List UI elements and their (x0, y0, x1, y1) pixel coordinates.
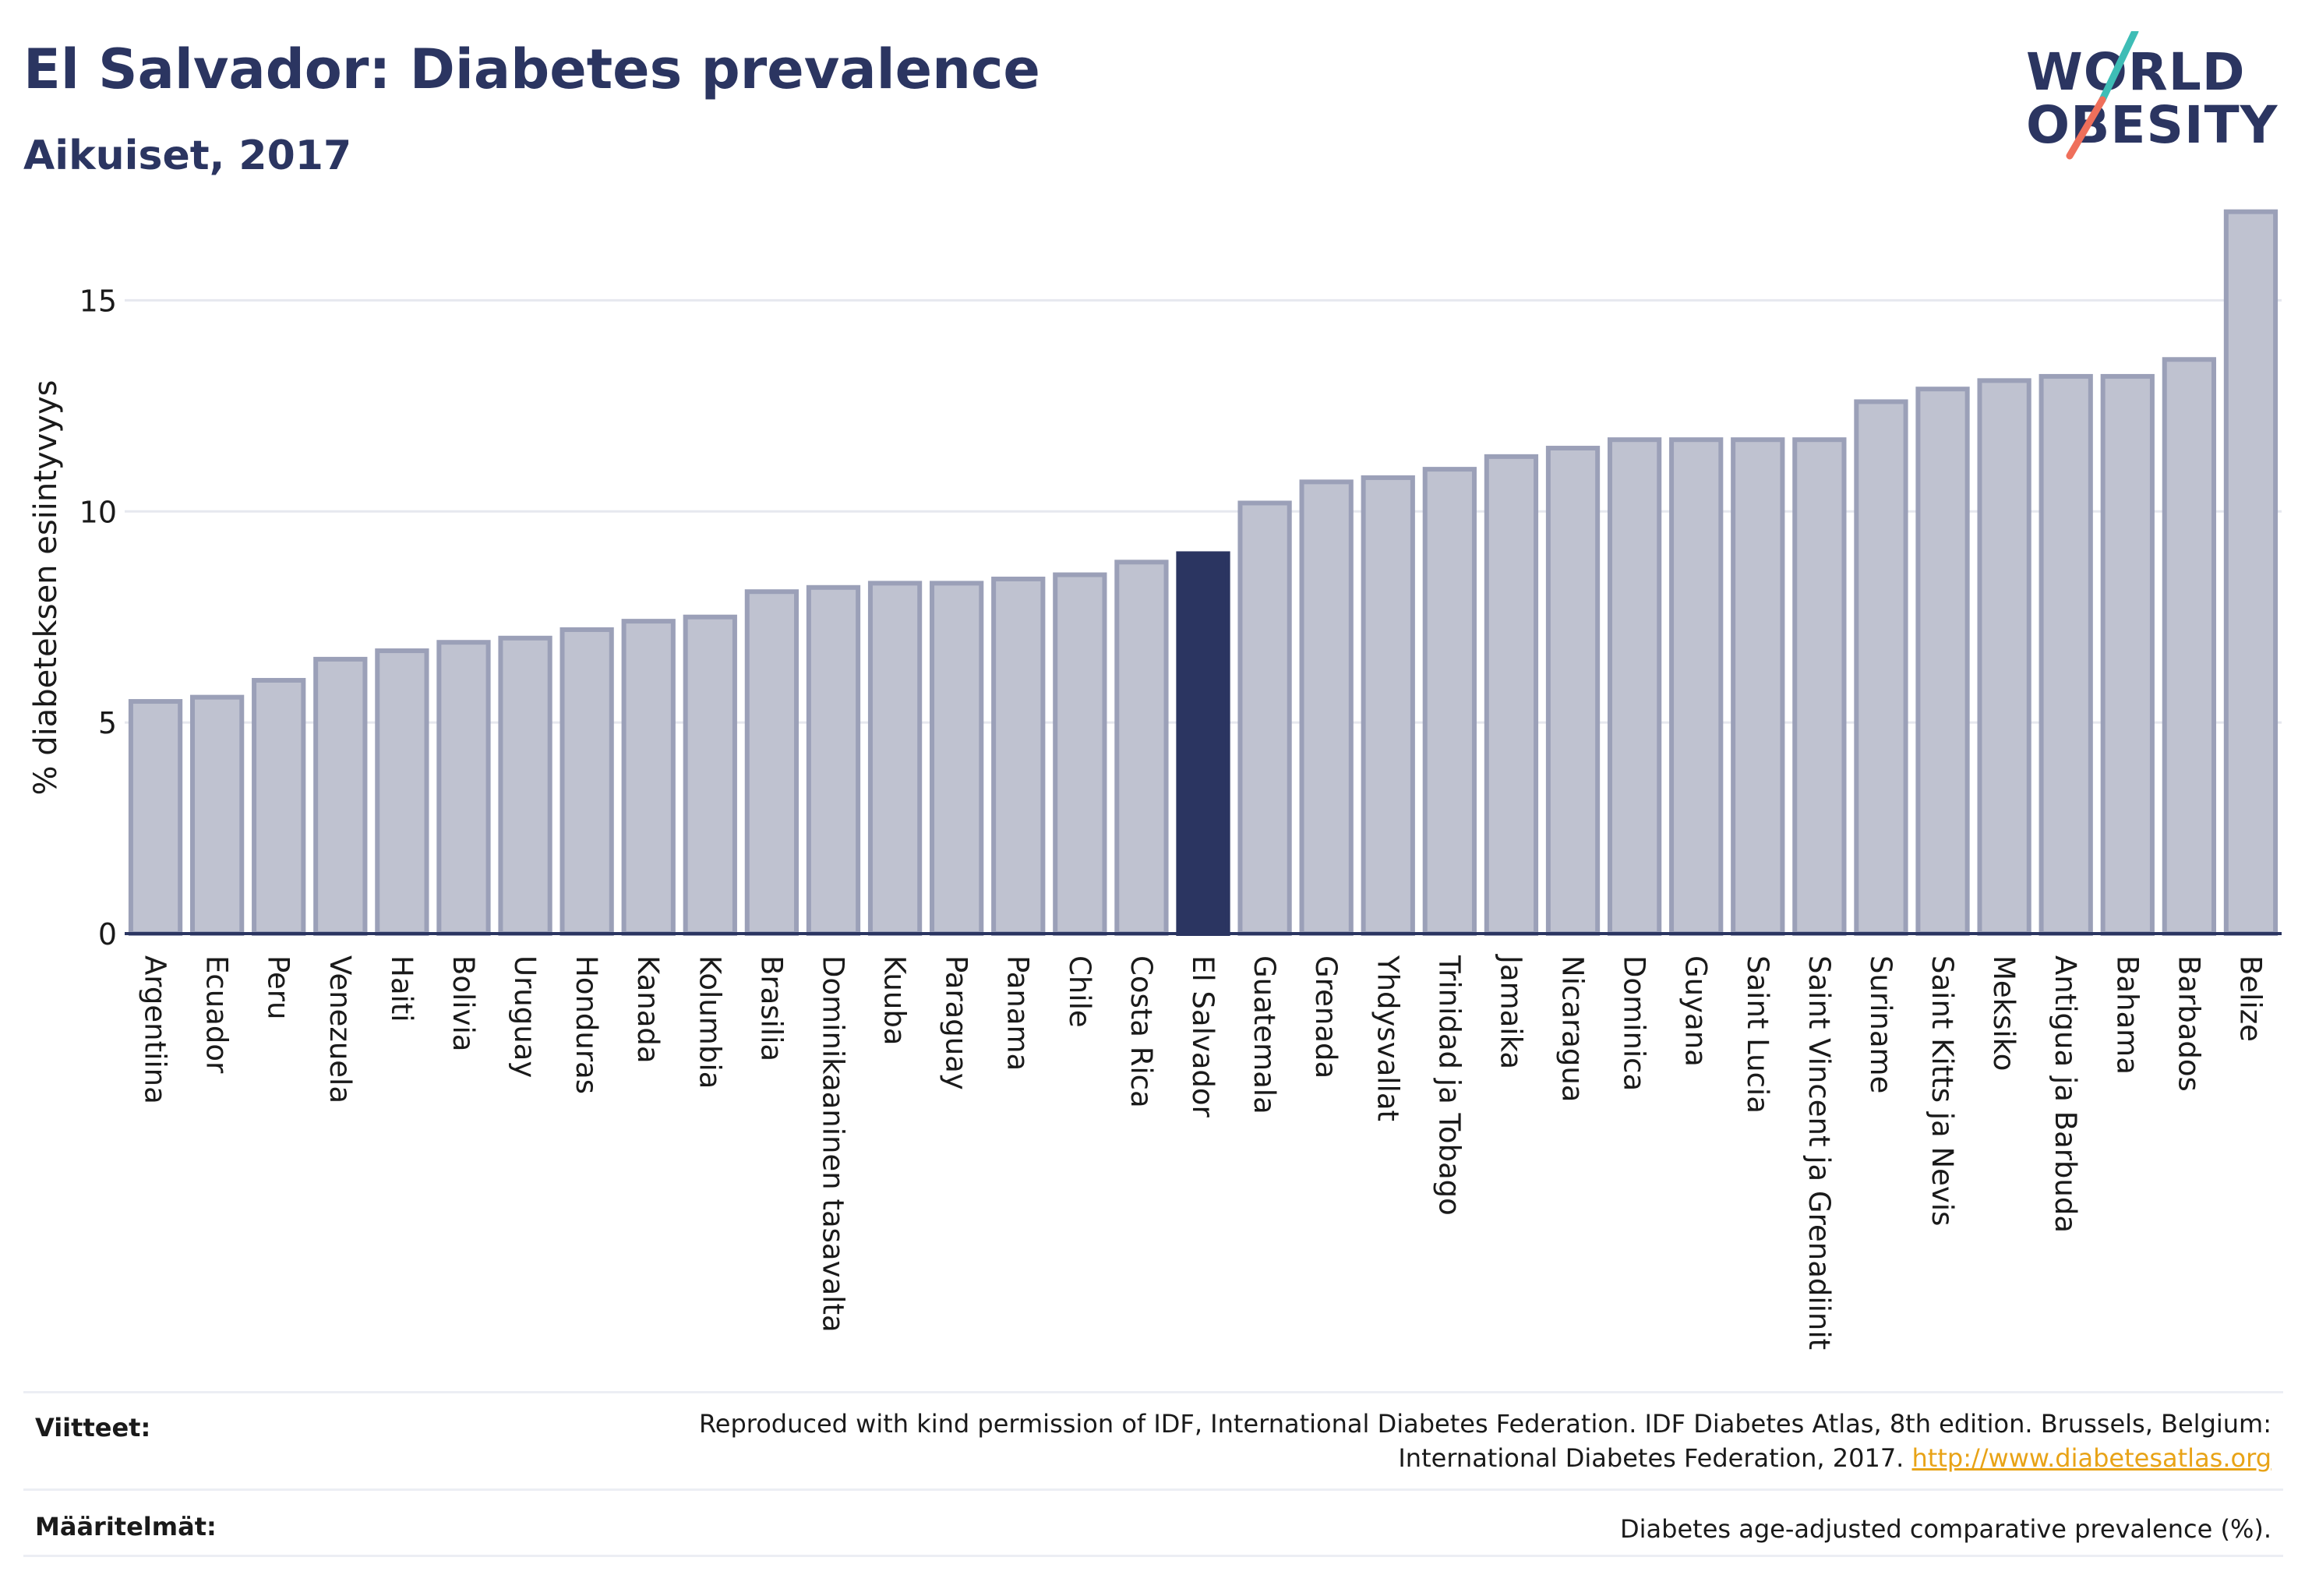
logo-line-2: OBESITY (2026, 95, 2279, 155)
y-tick-label: 15 (79, 284, 117, 318)
bar (1176, 551, 1230, 936)
bar (2100, 373, 2155, 936)
bar (1977, 378, 2031, 936)
bar (1545, 446, 1601, 936)
references-row: Viitteet: Reproduced with kind permissio… (23, 1407, 2283, 1485)
logo-line-1: WORLD (2026, 42, 2246, 102)
x-tick-label: Venezuela (323, 955, 357, 1103)
definitions-text: Diabetes age-adjusted comparative preval… (1620, 1514, 2271, 1544)
bar (1607, 437, 1662, 936)
references-text: Reproduced with kind permission of IDF, … (699, 1407, 2271, 1475)
definitions-label: Määritelmät: (35, 1512, 217, 1541)
bar (930, 581, 984, 936)
bar (683, 614, 737, 936)
bar (1792, 437, 1847, 936)
bar (867, 581, 923, 936)
chart-subtitle: Aikuiset, 2017 (23, 132, 352, 179)
x-tick-label: Honduras (570, 955, 603, 1094)
y-tick-label: 0 (98, 917, 117, 952)
bar (2038, 373, 2093, 936)
bar (252, 677, 306, 936)
y-axis-title: % diabeteksen esiintyvyys (28, 380, 64, 796)
x-tick-label: Barbados (2172, 955, 2205, 1092)
bar (1854, 399, 1908, 936)
bar (621, 619, 676, 936)
bar (744, 589, 800, 936)
bar (313, 656, 368, 937)
y-tick-label: 5 (98, 706, 117, 740)
x-tick-label: Saint Lucia (1741, 955, 1774, 1114)
x-tick-label: Dominikaaninen tasavalta (816, 955, 849, 1333)
x-tick-label: Saint Vincent ja Grenadiinit (1802, 955, 1836, 1350)
x-tick-label: Guyana (1679, 955, 1713, 1067)
bar (1053, 572, 1107, 936)
world-obesity-logo: WORLD OBESITY (2026, 31, 2291, 171)
x-tick-label: Panama (1001, 955, 1035, 1071)
x-tick-label: Nicaragua (1556, 955, 1590, 1102)
x-tick-label: Antigua ja Barbuda (2049, 955, 2082, 1233)
x-tick-label: Uruguay (508, 955, 542, 1078)
x-tick-label: Grenada (1309, 955, 1343, 1079)
x-tick-label: Trinidad ja Tobago (1432, 955, 1466, 1216)
references-label: Viitteet: (35, 1413, 151, 1442)
references-line-2: International Diabetes Federation, 2017. (1398, 1443, 1904, 1473)
x-tick-label: Kolumbia (693, 955, 726, 1089)
bar (2223, 209, 2279, 936)
x-tick-label: Ecuador (200, 955, 234, 1074)
bar (1422, 467, 1477, 936)
bar (1731, 437, 1785, 936)
bar (498, 635, 552, 936)
bar (128, 699, 183, 936)
definitions-row: Määritelmät: Diabetes age-adjusted compa… (23, 1508, 2283, 1555)
references-line-1: Reproduced with kind permission of IDF, … (698, 1409, 2271, 1439)
bar (1915, 387, 1970, 936)
x-tick-label: Yhdysvallat (1371, 955, 1404, 1121)
x-tick-label: Belize (2233, 955, 2267, 1042)
x-tick-label: Brasilia (754, 955, 788, 1061)
x-tick-label: Kanada (631, 955, 665, 1064)
chart-title: El Salvador: Diabetes prevalence (23, 37, 1040, 101)
x-tick-label: Kuuba (878, 955, 912, 1045)
y-tick-label: 10 (79, 495, 117, 529)
x-tick-label: El Salvador (1186, 955, 1220, 1118)
diabetes-atlas-link[interactable]: http://www.diabetesatlas.org (1911, 1443, 2271, 1473)
bar (806, 584, 861, 937)
bar (1361, 475, 1415, 936)
bar (1299, 479, 1354, 936)
x-tick-label: Saint Kitts ja Nevis (1926, 955, 1959, 1226)
bar (1114, 560, 1169, 936)
x-tick-label: Costa Rica (1124, 955, 1158, 1108)
footer-divider-bottom (23, 1555, 2283, 1557)
x-tick-label: Suriname (1864, 955, 1897, 1093)
x-tick-label: Meksiko (1987, 955, 2021, 1071)
logo-slash-icon (2066, 31, 2139, 160)
bar (559, 627, 614, 936)
x-tick-label: Peru (262, 955, 295, 1019)
footer-divider-middle (23, 1488, 2283, 1491)
x-tick-label: Bahama (2110, 955, 2144, 1075)
bar (1484, 454, 1539, 936)
x-tick-label: Guatemala (1248, 955, 1281, 1114)
x-tick-label: Haiti (385, 955, 418, 1022)
bar (436, 640, 491, 937)
x-tick-label: Paraguay (940, 955, 973, 1090)
x-tick-label: Dominica (1618, 955, 1651, 1091)
bar (2162, 357, 2217, 937)
bar-chart: 0 5 10 15 % diabeteksen esiintyvyys Argentiin… (28, 209, 2282, 1350)
x-tick-label: Chile (1063, 955, 1096, 1028)
bar (1237, 500, 1292, 936)
x-tick-label: Bolivia (447, 955, 480, 1051)
bar (375, 648, 429, 937)
x-tick-label: Argentiina (139, 955, 172, 1104)
bar (991, 576, 1046, 937)
bar (189, 694, 245, 936)
x-tick-label: Jamaika (1494, 954, 1527, 1069)
footer-divider-top (23, 1391, 2283, 1393)
bar (1669, 437, 1724, 936)
